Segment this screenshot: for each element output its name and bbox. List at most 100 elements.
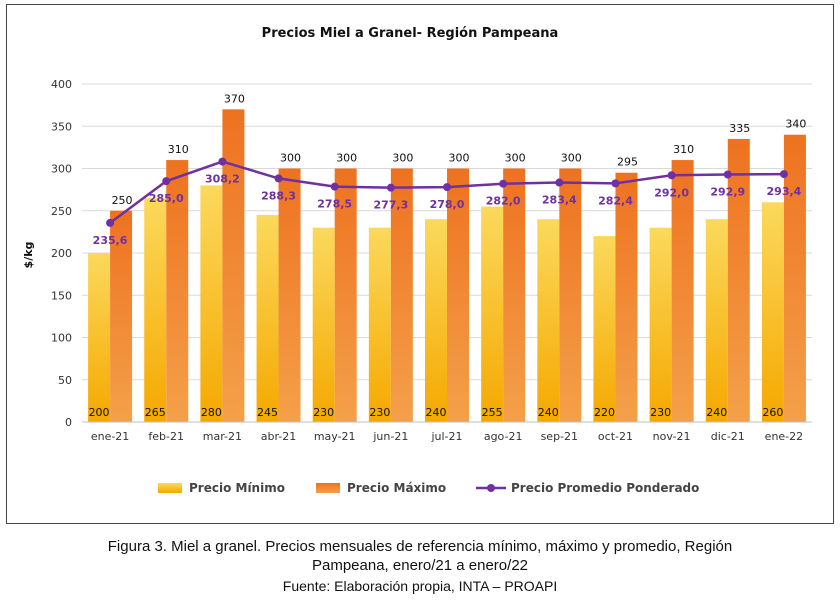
data-label-precio-minimo: 260: [762, 406, 783, 419]
x-tick-label: dic-21: [711, 430, 745, 443]
legend-precio-promedio: Precio Promedio Ponderado: [476, 481, 699, 495]
data-label-precio-promedio: 283,4: [542, 194, 577, 207]
data-label-precio-minimo: 240: [706, 406, 727, 419]
x-tick-label: ago-21: [484, 430, 523, 443]
data-label-precio-maximo: 300: [336, 152, 357, 165]
legend-swatch: [158, 483, 182, 493]
y-tick-label: 150: [51, 289, 72, 302]
point-precio-promedio: [218, 157, 227, 166]
data-label-precio-minimo: 220: [594, 406, 615, 419]
data-label-precio-minimo: 280: [201, 406, 222, 419]
data-label-precio-maximo: 310: [168, 143, 189, 156]
x-tick-label: ene-21: [91, 430, 129, 443]
bar-precio-maximo: [671, 160, 694, 423]
x-tick-label: feb-21: [148, 430, 184, 443]
data-label-precio-promedio: 308,2: [205, 173, 240, 186]
bar-precio-minimo: [649, 227, 672, 422]
y-tick-label: 0: [65, 416, 72, 429]
data-label-precio-promedio: 278,0: [430, 198, 465, 211]
figure-source: Fuente: Elaboración propia, INTA – PROAP…: [282, 578, 558, 594]
x-tick-label: ene-22: [765, 430, 803, 443]
point-precio-promedio: [106, 218, 115, 227]
data-label-precio-minimo: 265: [145, 406, 166, 419]
data-label-precio-promedio: 293,4: [767, 185, 802, 198]
figure-caption-continued: Pampeana, enero/21 a enero/22: [312, 557, 528, 574]
data-label-precio-maximo: 300: [449, 152, 470, 165]
point-precio-promedio: [611, 179, 620, 188]
legend-label: Precio Máximo: [347, 481, 446, 495]
bar-precio-maximo: [727, 138, 750, 423]
x-tick-label: nov-21: [653, 430, 691, 443]
legend-swatch: [316, 483, 340, 493]
data-label-precio-promedio: 235,6: [93, 234, 128, 247]
bar-precio-maximo: [503, 168, 526, 422]
point-precio-promedio: [330, 182, 339, 191]
point-precio-promedio: [779, 170, 788, 179]
y-tick-label: 300: [51, 163, 72, 176]
x-tick-label: may-21: [314, 430, 356, 443]
legend-label: Precio Mínimo: [189, 481, 285, 495]
bar-precio-minimo: [200, 185, 223, 422]
point-precio-promedio: [274, 174, 283, 183]
bar-precio-maximo: [278, 168, 301, 422]
data-label-precio-maximo: 335: [729, 122, 750, 135]
x-tick-label: sep-21: [541, 430, 578, 443]
bar-precio-maximo: [783, 134, 806, 422]
point-precio-promedio: [162, 177, 171, 186]
data-label-precio-minimo: 200: [89, 406, 110, 419]
data-label-precio-minimo: 230: [313, 406, 334, 419]
data-label-precio-promedio: 288,3: [261, 189, 296, 202]
legend-precio-minimo: Precio Mínimo: [158, 481, 285, 495]
bar-precio-maximo: [447, 168, 469, 422]
point-precio-promedio: [386, 183, 395, 192]
data-label-precio-maximo: 300: [280, 152, 301, 165]
bar-precio-minimo: [593, 236, 616, 422]
y-axis-label: $/kg: [22, 242, 35, 269]
bar-precio-minimo: [481, 206, 504, 422]
data-label-precio-maximo: 340: [785, 118, 806, 131]
bar-precio-maximo: [222, 109, 245, 422]
data-label-precio-minimo: 255: [482, 406, 503, 419]
data-label-precio-minimo: 245: [257, 406, 278, 419]
data-label-precio-promedio: 292,0: [654, 186, 689, 199]
data-label-precio-promedio: 285,0: [149, 192, 184, 205]
data-label-precio-minimo: 240: [538, 406, 559, 419]
data-label-precio-maximo: 300: [392, 152, 413, 165]
x-tick-label: jul-21: [430, 430, 462, 443]
data-label-precio-promedio: 292,9: [710, 185, 745, 198]
data-label-precio-promedio: 277,3: [373, 199, 408, 212]
bar-precio-maximo: [390, 168, 413, 422]
bar-precio-minimo: [312, 227, 335, 422]
bar-precio-minimo: [144, 198, 167, 422]
point-precio-promedio: [499, 179, 508, 188]
data-label-precio-maximo: 300: [505, 152, 526, 165]
x-tick-label: abr-21: [261, 430, 297, 443]
data-label-precio-maximo: 310: [673, 143, 694, 156]
bar-precio-minimo: [88, 253, 111, 422]
data-label-precio-promedio: 282,0: [486, 195, 521, 208]
y-tick-label: 200: [51, 247, 72, 260]
chart-frame: [6, 4, 834, 524]
y-tick-label: 50: [58, 374, 72, 387]
figure-caption: Figura 3. Miel a granel. Precios mensual…: [107, 538, 733, 555]
data-label-precio-promedio: 278,5: [317, 198, 352, 211]
point-precio-promedio: [555, 178, 564, 187]
bar-precio-maximo: [110, 210, 133, 422]
legend-label: Precio Promedio Ponderado: [511, 481, 699, 495]
chart-title: Precios Miel a Granel- Región Pampeana: [262, 26, 559, 41]
data-label-precio-promedio: 282,4: [598, 194, 633, 207]
bar-precio-maximo: [334, 168, 357, 422]
legend-marker: [487, 484, 495, 492]
x-tick-label: jun-21: [372, 430, 408, 443]
data-label-precio-minimo: 240: [426, 406, 447, 419]
data-label-precio-maximo: 295: [617, 156, 638, 169]
data-label-precio-minimo: 230: [650, 406, 671, 419]
bar-precio-minimo: [761, 202, 784, 422]
x-tick-label: oct-21: [598, 430, 633, 443]
point-precio-promedio: [723, 170, 732, 179]
data-label-precio-maximo: 250: [112, 194, 133, 207]
y-tick-label: 400: [51, 78, 72, 91]
chart: Precios Miel a Granel- Región Pampeana $…: [22, 26, 812, 495]
bar-precio-maximo: [559, 168, 582, 422]
legend-precio-maximo: Precio Máximo: [316, 481, 446, 495]
